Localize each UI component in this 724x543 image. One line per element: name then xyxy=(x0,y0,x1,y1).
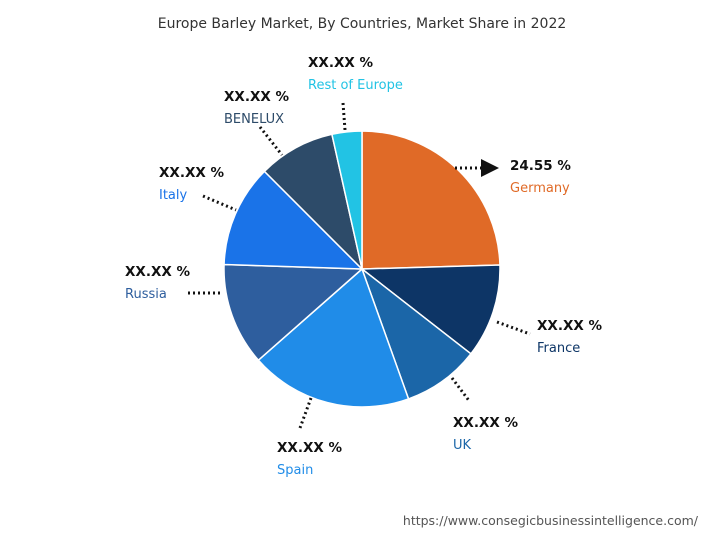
category-label-italy: Italy xyxy=(159,188,188,203)
leader-line-benelux xyxy=(258,126,284,156)
value-label-spain: XX.XX % xyxy=(277,440,342,456)
leader-line-uk xyxy=(450,377,472,403)
value-label-uk: XX.XX % xyxy=(453,415,518,431)
category-label-benelux: BENELUX xyxy=(224,112,284,127)
pie-slice-rest-of-europe[interactable] xyxy=(331,130,363,270)
source-url[interactable]: https://www.consegicbusinessintelligence… xyxy=(402,513,698,528)
value-label-france: XX.XX % xyxy=(537,318,602,334)
value-label-italy: XX.XX % xyxy=(159,165,224,181)
category-label-spain: Spain xyxy=(277,463,313,478)
category-label-france: France xyxy=(537,341,580,356)
leader-line-italy xyxy=(202,194,237,212)
pie-slice-spain[interactable] xyxy=(257,267,410,408)
category-label-rest-of-europe: Rest of Europe xyxy=(308,78,403,93)
category-label-uk: UK xyxy=(453,438,472,453)
leader-line-spain xyxy=(298,397,313,429)
value-label-rest-of-europe: XX.XX % xyxy=(308,55,373,71)
value-label-benelux: XX.XX % xyxy=(224,89,289,105)
leader-line-france xyxy=(496,320,531,336)
value-label-germany: 24.55 % xyxy=(510,158,571,174)
pie-slice-russia[interactable] xyxy=(223,263,364,362)
value-label-russia: XX.XX % xyxy=(125,264,190,280)
pie-slice-germany[interactable] xyxy=(361,130,501,270)
leader-line-rest-of-europe xyxy=(341,102,347,131)
category-label-germany: Germany xyxy=(510,181,570,196)
pie-slice-italy[interactable] xyxy=(223,170,364,270)
chart-title: Europe Barley Market, By Countries, Mark… xyxy=(157,16,567,32)
category-label-russia: Russia xyxy=(125,287,167,302)
pie-slice-france[interactable] xyxy=(359,264,501,355)
